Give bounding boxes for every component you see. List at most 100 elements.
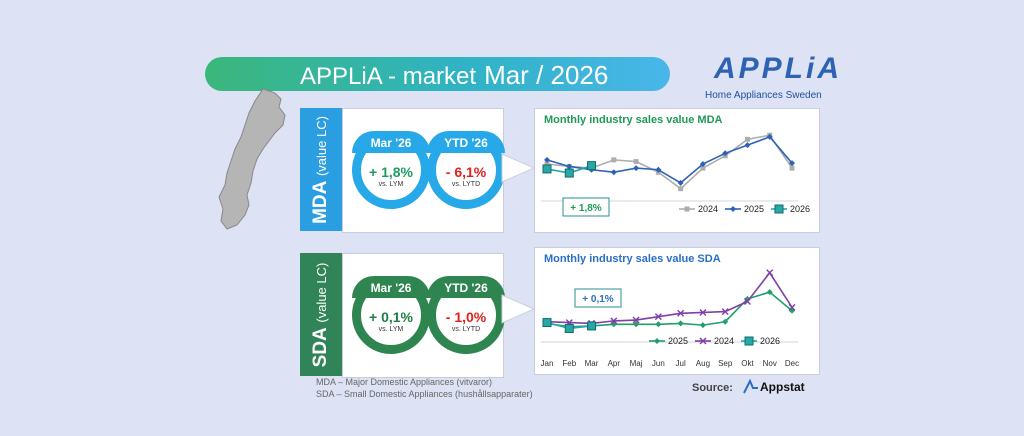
mda-series-2025-point (633, 165, 640, 172)
mda-series-2024-point (633, 159, 639, 165)
mda-pointer-arrow (501, 153, 536, 183)
mda-series-2025-point (677, 179, 684, 186)
sda-series-2026-point (564, 323, 574, 333)
sda-ytd-sub: vs. LYTD (451, 326, 481, 333)
mda-annotation-label: + 1,8% (570, 203, 602, 214)
source-label: Source: (692, 382, 733, 394)
sda-kpi-panel: Mar '26 + 0,1% vs. LYM YTD '26 - 1,0% vs… (342, 253, 505, 378)
logo-subtitle: Home Appliances Sweden (705, 90, 822, 101)
mda-series-2025-point (789, 160, 795, 167)
sda-tick-label: Aug (696, 359, 710, 368)
page-title: APPLiA - market Mar / 2026 (300, 60, 608, 91)
mda-month-value: + 1,8% (369, 164, 413, 180)
sda-tick-label: Dec (785, 359, 799, 368)
sda-label: SDA (310, 327, 331, 367)
mda-side-label: MDA (value LC) (300, 108, 342, 231)
mda-legend-label: 2026 (790, 204, 810, 214)
mda-series-2025-point (766, 133, 773, 140)
sda-series-2024-point (721, 308, 729, 316)
mda-series-2026-point (587, 161, 597, 171)
mda-series-2025-point (655, 166, 662, 173)
sda-month-header: Mar '26 (370, 281, 412, 295)
sda-series-2025-point (677, 320, 684, 327)
sda-chart-panel: Monthly industry sales value SDA Jan Feb M… (534, 247, 820, 375)
mda-series-2026-point (542, 164, 552, 174)
mda-series-2024-line (546, 134, 793, 190)
sda-series-2024-point (743, 297, 751, 305)
sda-pointer-arrow (501, 294, 536, 324)
sda-legend-marker (744, 336, 754, 346)
mda-series-2025-point (566, 163, 573, 170)
sda-month-sub: vs. LYM (378, 326, 404, 333)
mda-legend-marker (684, 206, 690, 212)
mda-legend-marker (730, 206, 736, 212)
mda-series-2025-point (699, 161, 706, 167)
mda-series-2026-point (564, 168, 574, 178)
sda-series-2024-point (610, 317, 618, 325)
mda-legend-label: 2024 (698, 204, 718, 214)
sda-series-2026-point (542, 318, 552, 328)
sda-series-2024-point (788, 303, 796, 311)
sda-tick-label: Jul (676, 359, 686, 368)
mda-series-2025-point (610, 169, 617, 176)
sda-ytd-header: YTD '26 (444, 281, 488, 295)
sda-series-2025-point (699, 322, 706, 329)
title-text: APPLiA - market (300, 63, 477, 90)
sda-tick-label: Nov (763, 359, 777, 368)
mda-month-header: Mar '26 (370, 136, 412, 150)
title-period: Mar / 2026 (484, 60, 609, 90)
sda-series-2024-point (632, 316, 640, 324)
sda-annotation-label: + 0,1% (582, 294, 614, 305)
sda-series-2025-point (633, 321, 640, 328)
sda-series-2024-point (654, 313, 662, 321)
sda-legend-label: 2024 (714, 336, 734, 346)
mda-series-2024-point (544, 161, 550, 167)
mda-series-2024-point (678, 186, 684, 192)
sda-side-label: SDA (value LC) (300, 253, 342, 376)
mda-label: MDA (310, 180, 331, 224)
mda-legend-marker (774, 204, 784, 214)
mda-ytd-sub: vs. LYTD (451, 181, 481, 188)
mda-ytd-kpi: YTD '26 - 6,1% vs. LYTD (427, 131, 505, 209)
sda-tick-label: Mar (585, 359, 599, 368)
appstat-logo-icon (743, 379, 758, 394)
sda-month-kpi: Mar '26 + 0,1% vs. LYM (352, 276, 430, 354)
mda-chart-panel: Monthly industry sales value MDA + 1,8% 2… (534, 108, 820, 233)
sda-tick-label: Apr (608, 359, 621, 368)
mda-series-2024-point (611, 157, 617, 163)
sda-annotation-box (574, 288, 622, 308)
mda-month-kpi: Mar '26 + 1,8% vs. LYM (352, 131, 430, 209)
sda-series-2025-point (766, 289, 773, 296)
sda-series-2025-point (655, 321, 662, 328)
sda-series-2024-point (766, 269, 774, 277)
mda-ytd-header: YTD '26 (444, 136, 488, 150)
footnote-mda: MDA – Major Domestic Appliances (vitvaro… (316, 377, 493, 387)
mda-kpi-panel: Mar '26 + 1,8% vs. LYM YTD '26 - 6,1% vs… (342, 108, 505, 233)
mda-chart: + 1,8% 2024 2025 2026 (541, 132, 810, 217)
mda-series-2024-point (789, 165, 795, 171)
mda-legend-label: 2025 (744, 204, 764, 214)
sda-tick-label: Jun (652, 359, 665, 368)
sda-month-value: + 0,1% (369, 309, 413, 325)
sda-tick-label: Feb (562, 359, 576, 368)
sweden-map-icon (218, 88, 286, 230)
sda-label-sub: (value LC) (314, 262, 329, 323)
mda-series-2024-point (744, 136, 750, 142)
mda-series-2025-point (722, 150, 729, 157)
sda-tick-label: Maj (630, 359, 643, 368)
mda-series-2024-point (700, 165, 706, 171)
sda-ytd-value: - 1,0% (445, 309, 487, 325)
sda-chart: Jan Feb Mar Apr Maj Jun Jul Aug Sep Okt Nov Dec + 0,… (541, 269, 799, 368)
mda-chart-title: Monthly industry sales value MDA (544, 114, 723, 126)
sda-legend-marker (654, 338, 660, 344)
mda-month-sub: vs. LYM (378, 181, 404, 188)
sda-series-2025-point (722, 318, 729, 325)
sda-ytd-kpi: YTD '26 - 1,0% vs. LYTD (427, 276, 505, 354)
footnote-sda: SDA – Small Domestic Appliances (hushåll… (316, 389, 533, 399)
mda-series-2025-point (744, 142, 751, 149)
applia-logo: APPLiA (714, 52, 843, 85)
sda-legend-label: 2025 (668, 336, 688, 346)
sda-tick-label: Jan (541, 359, 554, 368)
sda-series-2024-point (677, 309, 685, 317)
mda-annotation-box (562, 197, 610, 217)
